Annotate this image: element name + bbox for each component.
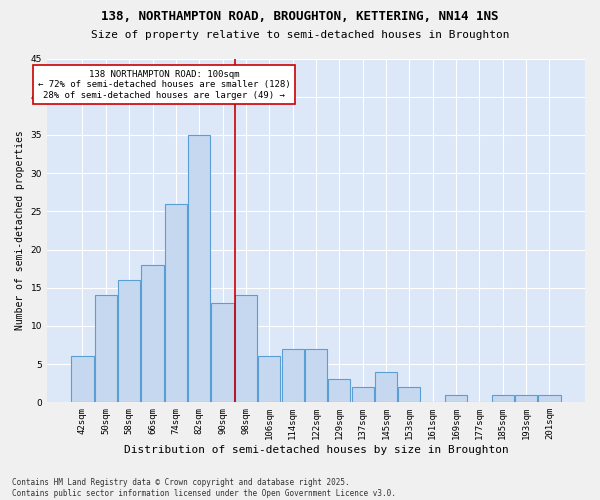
Bar [71,356,94,403]
Bar [538,394,560,402]
Bar [375,372,397,402]
Bar [515,394,537,402]
Text: 138, NORTHAMPTON ROAD, BROUGHTON, KETTERING, NN14 1NS: 138, NORTHAMPTON ROAD, BROUGHTON, KETTER… [101,10,499,23]
Bar [235,296,257,403]
Bar [95,296,117,403]
Bar [118,280,140,402]
Y-axis label: Number of semi-detached properties: Number of semi-detached properties [15,130,25,330]
Bar [352,387,374,402]
Bar [398,387,421,402]
Bar [211,303,233,402]
Text: Contains HM Land Registry data © Crown copyright and database right 2025.
Contai: Contains HM Land Registry data © Crown c… [12,478,396,498]
Text: Size of property relative to semi-detached houses in Broughton: Size of property relative to semi-detach… [91,30,509,40]
Bar [491,394,514,402]
Bar [258,356,280,403]
Bar [328,380,350,402]
Bar [142,265,164,402]
Bar [445,394,467,402]
Bar [305,349,327,403]
Bar [188,135,211,402]
Bar [281,349,304,403]
X-axis label: Distribution of semi-detached houses by size in Broughton: Distribution of semi-detached houses by … [124,445,508,455]
Text: 138 NORTHAMPTON ROAD: 100sqm
← 72% of semi-detached houses are smaller (128)
28%: 138 NORTHAMPTON ROAD: 100sqm ← 72% of se… [38,70,290,100]
Bar [165,204,187,402]
